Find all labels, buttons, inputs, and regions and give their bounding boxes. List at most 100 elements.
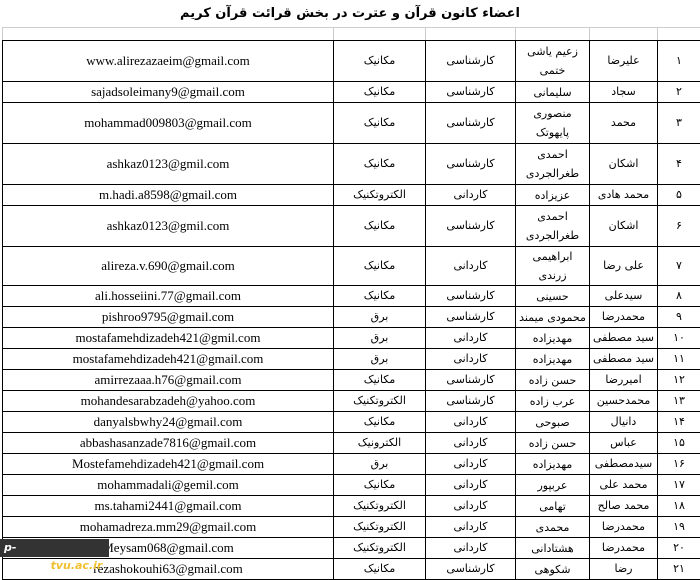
email-cell: danyalsbwhy24@gmail.com (3, 412, 334, 433)
last-name-cell: احمدی طغرالجردی (516, 206, 590, 247)
row-number-cell: ۱۶ (658, 454, 700, 475)
degree-cell: کارشناسی (426, 559, 516, 580)
row-number-cell: ۱۰ (658, 328, 700, 349)
first-name-cell: محمد (590, 103, 658, 144)
first-name-cell: رضا (590, 559, 658, 580)
first-name-cell: محمدرضا (590, 307, 658, 328)
email-cell: mostafamehdizadeh421@gmil.com (3, 328, 334, 349)
last-name-cell: محمودی میمند (516, 307, 590, 328)
last-name-cell: سلیمانی (516, 82, 590, 103)
row-number-cell: ۳ (658, 103, 700, 144)
degree-cell: کارشناسی (426, 82, 516, 103)
row-number-cell: ۷ (658, 247, 700, 286)
degree-cell: کاردانی (426, 433, 516, 454)
first-name-cell: محمد علی (590, 475, 658, 496)
first-name-cell: سیدمصطفی (590, 454, 658, 475)
header-cell (658, 28, 700, 41)
major-cell: مکانیک (334, 41, 426, 82)
email-cell: www.alirezazaeim@gmail.com (3, 41, 334, 82)
email-cell: abbashasanzade7816@gmail.com (3, 433, 334, 454)
last-name-cell: مهدیزاده (516, 349, 590, 370)
first-name-cell: دانیال (590, 412, 658, 433)
last-name-cell: صبوحی (516, 412, 590, 433)
last-name-cell: حسن زاده (516, 370, 590, 391)
degree-cell: کارشناسی (426, 307, 516, 328)
email-cell: ali.hosseiini.77@gmail.com (3, 286, 334, 307)
row-number-cell: ۹ (658, 307, 700, 328)
major-cell: مکانیک (334, 475, 426, 496)
major-cell: الکتروتکنیک (334, 391, 426, 412)
major-cell: مکانیک (334, 412, 426, 433)
row-number-cell: ۱۲ (658, 370, 700, 391)
row-number-cell: ۲ (658, 82, 700, 103)
major-cell: مکانیک (334, 247, 426, 286)
last-name-cell: احمدی طغرالجردی (516, 144, 590, 185)
header-cell (334, 28, 426, 41)
email-cell: mohammadali@gemil.com (3, 475, 334, 496)
header-cell (3, 28, 334, 41)
row-number-cell: ۲۰ (658, 538, 700, 559)
major-cell: برق (334, 328, 426, 349)
email-cell: mohammad009803@gmail.com (3, 103, 334, 144)
last-name-cell: عرب زاده (516, 391, 590, 412)
degree-cell: کاردانی (426, 349, 516, 370)
first-name-cell: سید مصطفی (590, 349, 658, 370)
major-cell: الکتروتکنیک (334, 517, 426, 538)
degree-cell: کاردانی (426, 538, 516, 559)
last-name-cell: هشتادانی (516, 538, 590, 559)
degree-cell: کارشناسی (426, 144, 516, 185)
row-number-cell: ۱۹ (658, 517, 700, 538)
first-name-cell: عباس (590, 433, 658, 454)
degree-cell: کاردانی (426, 475, 516, 496)
major-cell: برق (334, 349, 426, 370)
row-number-cell: ۱۳ (658, 391, 700, 412)
degree-cell: کاردانی (426, 185, 516, 206)
last-name-cell: منصوری پایهوتک (516, 103, 590, 144)
watermark-domain: tvu.ac.ir (51, 559, 103, 572)
last-name-cell: شکوهی (516, 559, 590, 580)
last-name-cell: زعیم یاشی ختمی (516, 41, 590, 82)
last-name-cell: تهامی (516, 496, 590, 517)
header-row (3, 28, 700, 41)
row-number-cell: ۱۸ (658, 496, 700, 517)
first-name-cell: امیررضا (590, 370, 658, 391)
row-number-cell: ۵ (658, 185, 700, 206)
degree-cell: کاردانی (426, 412, 516, 433)
email-cell: ms.tahami2441@gmail.com (3, 496, 334, 517)
row-number-cell: ۴ (658, 144, 700, 185)
email-cell: mohamadreza.mm29@gmail.com (3, 517, 334, 538)
major-cell: برق (334, 307, 426, 328)
degree-cell: کارشناسی (426, 391, 516, 412)
major-cell: الکتروتکنیک (334, 538, 426, 559)
first-name-cell: محمد صالح (590, 496, 658, 517)
major-cell: مکانیک (334, 82, 426, 103)
degree-cell: کاردانی (426, 496, 516, 517)
last-name-cell: مهدیزاده (516, 328, 590, 349)
first-name-cell: سیدعلی (590, 286, 658, 307)
header-cell (426, 28, 516, 41)
email-cell: mostafamehdizadeh421@gmail.com (3, 349, 334, 370)
row-number-cell: ۱۵ (658, 433, 700, 454)
degree-cell: کارشناسی (426, 370, 516, 391)
major-cell: الکتروتکنیک (334, 185, 426, 206)
last-name-cell: محمدی (516, 517, 590, 538)
degree-cell: کارشناسی (426, 286, 516, 307)
last-name-cell: حسینی (516, 286, 590, 307)
email-cell: ashkaz0123@gmil.com (3, 144, 334, 185)
major-cell: مکانیک (334, 206, 426, 247)
